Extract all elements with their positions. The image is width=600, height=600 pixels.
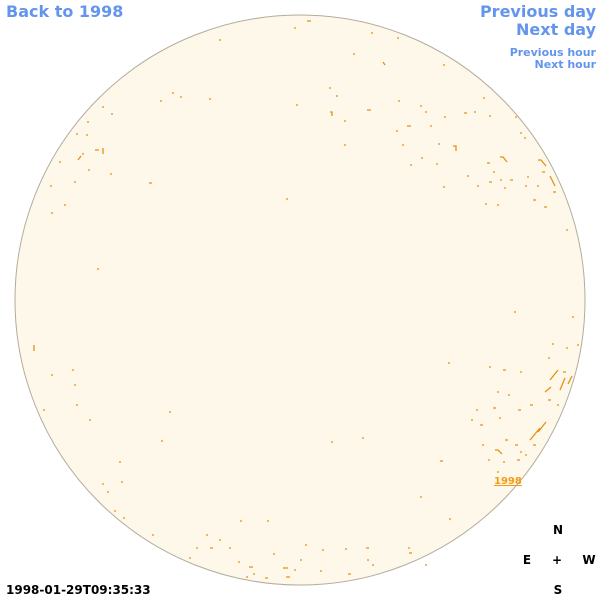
compass-east: E	[523, 553, 531, 567]
previous-hour-link[interactable]: Previous hour	[510, 46, 597, 59]
compass-west: W	[582, 553, 595, 567]
region-link[interactable]: 1998	[494, 476, 522, 487]
solar-disk	[14, 14, 586, 586]
compass-south: S	[554, 583, 563, 597]
next-hour-link[interactable]: Next hour	[535, 58, 597, 71]
active-regions	[33, 20, 579, 579]
back-link[interactable]: Back to 1998	[6, 2, 123, 21]
timestamp: 1998-01-29T09:35:33	[6, 583, 151, 597]
compass-center: +	[552, 553, 562, 567]
previous-day-link[interactable]: Previous day	[480, 2, 597, 21]
next-day-link[interactable]: Next day	[516, 20, 597, 39]
compass-north: N	[553, 523, 563, 537]
